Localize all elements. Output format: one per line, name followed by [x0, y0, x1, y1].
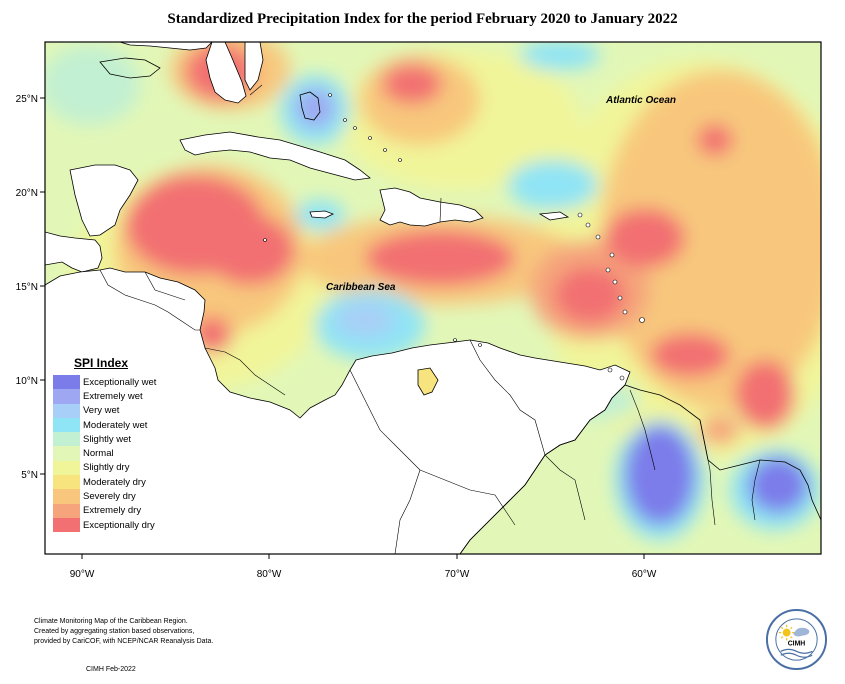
legend-row: Slightly wet [53, 432, 178, 447]
legend-swatch [53, 475, 80, 490]
legend-title: SPI Index [74, 356, 129, 370]
legend-row: Severely dry [53, 489, 178, 504]
legend-swatch [53, 503, 80, 518]
caribbean-sea-label: Caribbean Sea [326, 282, 396, 293]
footer-notes: Climate Monitoring Map of the Caribbean … [34, 617, 213, 647]
footer-line-1: Climate Monitoring Map of the Caribbean … [34, 618, 188, 625]
spi-field [45, 42, 821, 554]
legend-label: Slightly dry [83, 462, 130, 474]
legend-swatch [53, 389, 80, 404]
logo-text: CIMH [788, 640, 806, 647]
legend-row: Exceptionally dry [53, 517, 178, 533]
legend-label: Extremely dry [83, 505, 142, 517]
legend-label: Exceptionally dry [83, 519, 155, 531]
spi-legend: SPI Index Exceptionally wet Extremely wet… [53, 356, 178, 533]
lon-label-80w: 80°W [257, 569, 282, 580]
atlantic-ocean-label: Atlantic Ocean [605, 95, 676, 106]
lon-label-70w: 70°W [445, 569, 470, 580]
lat-label-15n: 15°N [16, 282, 38, 293]
legend-label: Extremely wet [83, 390, 143, 402]
legend-row: Moderately dry [53, 475, 178, 490]
legend-swatch [53, 417, 80, 433]
legend-swatch [53, 375, 80, 390]
legend-label: Slightly wet [83, 433, 132, 445]
legend-row: Exceptionally wet [53, 375, 178, 390]
credit-text: CIMH Feb-2022 [86, 666, 136, 673]
legend-swatch [53, 432, 80, 447]
legend-row: Extremely wet [53, 389, 178, 404]
cimh-logo: CIMH [765, 608, 828, 671]
legend-row: Very wet [53, 403, 178, 418]
legend-label: Very wet [83, 405, 120, 417]
legend-row: Moderately wet [53, 417, 178, 433]
legend-label: Moderately wet [83, 419, 148, 431]
cloud-icon [793, 627, 810, 637]
legend-label: Exceptionally wet [83, 376, 157, 388]
lon-label-60w: 60°W [632, 569, 657, 580]
lat-label-20n: 20°N [16, 188, 38, 199]
legend-swatch [53, 489, 80, 504]
footer-line-2: Created by aggregating station based obs… [34, 628, 195, 635]
footer-line-3: provided by CariCOF, with NCEP/NCAR Rean… [34, 638, 214, 645]
legend-swatch [53, 403, 80, 418]
legend-swatch [53, 517, 80, 533]
landmasses [45, 42, 821, 554]
legend-label: Normal [83, 448, 114, 460]
legend-swatch [53, 460, 80, 476]
axis-ticks [40, 97, 645, 559]
lat-label-5n: 5°N [21, 470, 38, 481]
legend-row: Normal [53, 446, 178, 461]
legend-label: Severely dry [83, 491, 136, 503]
map-title: Standardized Precipitation Index for the… [167, 11, 678, 27]
map-frame [44, 41, 822, 555]
legend-rows: Exceptionally wet Extremely wet Very wet Mo… [53, 375, 178, 533]
lat-label-10n: 10°N [16, 376, 38, 387]
lat-label-25n: 25°N [16, 94, 38, 105]
legend-row: Extremely dry [53, 503, 178, 518]
lon-label-90w: 90°W [70, 569, 95, 580]
legend-swatch [53, 446, 80, 461]
legend-row: Slightly dry [53, 460, 178, 476]
legend-label: Moderately dry [83, 476, 146, 488]
